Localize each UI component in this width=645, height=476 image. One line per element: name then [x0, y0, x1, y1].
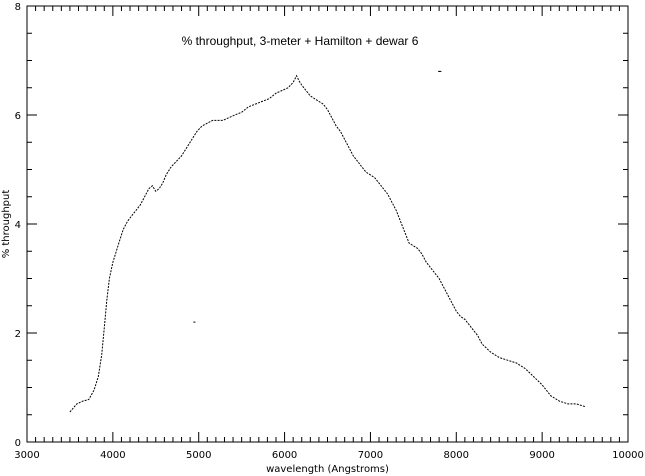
y-tick-label: 2 [15, 329, 21, 340]
x-tick-label: 5000 [186, 450, 211, 461]
x-tick-label: 6000 [272, 450, 297, 461]
x-tick-label: 7000 [358, 450, 383, 461]
stray-data-point [439, 70, 442, 72]
y-axis-label: % throughput [1, 190, 12, 259]
tick-marks [26, 5, 629, 443]
series-layer [69, 74, 586, 413]
tick-labels: 3000 4000 5000 6000 7000 8000 9000 10000 0 2 4 6 8 [14, 2, 644, 461]
y-tick-label: 6 [15, 111, 21, 122]
stray-data-point [438, 70, 441, 72]
x-tick-label: 10000 [612, 450, 644, 461]
x-tick-label: 4000 [100, 450, 125, 461]
stray-points [193, 70, 442, 323]
y-tick-label: 4 [15, 220, 21, 231]
throughput-series-line [69, 74, 586, 413]
stray-data-point [193, 321, 196, 323]
x-tick-label: 9000 [529, 450, 554, 461]
x-tick-label: 3000 [14, 450, 39, 461]
y-tick-label: 0 [15, 438, 21, 449]
chart-title: % throughput, 3-meter + Hamilton + dewar… [182, 34, 419, 48]
x-axis-label: wavelength (Angstroms) [266, 464, 389, 475]
x-tick-label: 8000 [444, 450, 469, 461]
y-tick-label: 8 [15, 2, 21, 13]
